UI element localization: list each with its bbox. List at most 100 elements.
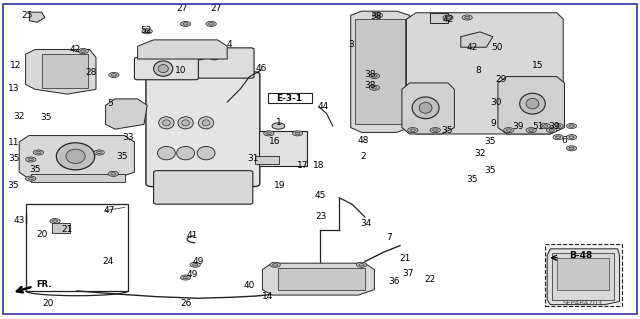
Circle shape: [266, 132, 271, 135]
Polygon shape: [106, 99, 147, 129]
Text: 38: 38: [364, 81, 376, 90]
Text: 26: 26: [180, 299, 191, 308]
Text: 21: 21: [61, 225, 73, 234]
FancyBboxPatch shape: [268, 93, 312, 103]
Text: 35: 35: [441, 126, 452, 135]
Polygon shape: [262, 263, 374, 295]
Ellipse shape: [197, 146, 215, 160]
Circle shape: [28, 177, 33, 180]
Circle shape: [180, 21, 191, 26]
Circle shape: [111, 173, 116, 175]
Text: 51: 51: [532, 122, 543, 131]
Circle shape: [292, 131, 303, 136]
Ellipse shape: [159, 52, 171, 60]
Circle shape: [556, 125, 561, 127]
FancyBboxPatch shape: [42, 54, 88, 88]
Text: 42: 42: [467, 43, 478, 52]
Text: 9: 9: [490, 119, 495, 128]
Text: 42: 42: [70, 45, 81, 54]
Text: 30: 30: [490, 98, 502, 107]
Text: 25: 25: [22, 11, 33, 20]
Polygon shape: [430, 13, 448, 23]
Text: 35: 35: [8, 154, 20, 163]
Circle shape: [28, 158, 33, 161]
Polygon shape: [406, 13, 563, 134]
Ellipse shape: [158, 64, 168, 73]
Ellipse shape: [520, 93, 545, 114]
Polygon shape: [461, 32, 493, 47]
Polygon shape: [138, 40, 227, 59]
Text: 23: 23: [316, 212, 327, 221]
Text: 36: 36: [388, 277, 399, 286]
Circle shape: [145, 30, 150, 33]
Text: 27: 27: [177, 4, 188, 13]
Ellipse shape: [194, 52, 205, 60]
Ellipse shape: [209, 52, 220, 60]
Text: 6: 6: [562, 136, 567, 145]
Text: 31: 31: [247, 154, 259, 163]
Text: 10: 10: [175, 66, 187, 75]
Text: 35: 35: [116, 152, 127, 161]
Circle shape: [50, 219, 60, 224]
Circle shape: [109, 72, 119, 78]
Circle shape: [111, 74, 116, 76]
Circle shape: [408, 128, 418, 133]
Circle shape: [94, 150, 104, 155]
Text: 38: 38: [371, 12, 382, 21]
Text: 20: 20: [36, 230, 47, 239]
Text: FR.: FR.: [36, 280, 51, 289]
Circle shape: [52, 220, 58, 222]
Circle shape: [443, 15, 453, 20]
Circle shape: [78, 48, 88, 54]
Ellipse shape: [412, 97, 439, 119]
Text: 22: 22: [424, 275, 436, 284]
Text: 7: 7: [387, 233, 392, 242]
Ellipse shape: [526, 98, 539, 109]
Circle shape: [36, 151, 41, 154]
Circle shape: [108, 171, 118, 176]
Text: 2: 2: [360, 152, 365, 161]
Polygon shape: [29, 12, 45, 22]
Text: 34: 34: [360, 219, 372, 228]
Text: 13: 13: [8, 84, 20, 93]
Circle shape: [549, 129, 554, 131]
Circle shape: [569, 125, 574, 127]
Text: 44: 44: [317, 102, 329, 111]
Text: 42: 42: [442, 15, 454, 24]
Text: 17: 17: [297, 161, 308, 170]
Polygon shape: [19, 136, 134, 179]
Text: 35: 35: [40, 113, 52, 122]
Circle shape: [372, 13, 383, 18]
Text: 12: 12: [10, 61, 21, 70]
Text: 20: 20: [42, 299, 54, 308]
FancyBboxPatch shape: [146, 72, 260, 187]
Text: 35: 35: [467, 175, 478, 184]
Text: E-3-1: E-3-1: [276, 94, 302, 103]
Text: 40: 40: [244, 281, 255, 290]
FancyBboxPatch shape: [255, 156, 279, 164]
Ellipse shape: [177, 146, 195, 160]
Circle shape: [206, 21, 216, 26]
Ellipse shape: [202, 120, 210, 126]
Text: 4: 4: [227, 40, 232, 48]
Circle shape: [372, 86, 377, 89]
Circle shape: [264, 131, 274, 136]
Polygon shape: [402, 83, 454, 134]
Circle shape: [462, 15, 472, 20]
Text: 38: 38: [364, 70, 376, 78]
FancyBboxPatch shape: [52, 223, 70, 233]
Polygon shape: [498, 77, 564, 134]
Text: 41: 41: [186, 231, 198, 240]
Text: 49: 49: [193, 257, 204, 266]
Text: 28: 28: [86, 68, 97, 77]
Circle shape: [504, 128, 514, 133]
FancyBboxPatch shape: [552, 253, 614, 300]
Circle shape: [540, 123, 550, 129]
Text: 29: 29: [495, 75, 507, 84]
Ellipse shape: [182, 120, 189, 126]
Text: 35: 35: [484, 137, 495, 146]
Text: 33: 33: [122, 133, 134, 142]
Ellipse shape: [157, 146, 175, 160]
Circle shape: [445, 16, 451, 19]
Circle shape: [359, 263, 364, 266]
